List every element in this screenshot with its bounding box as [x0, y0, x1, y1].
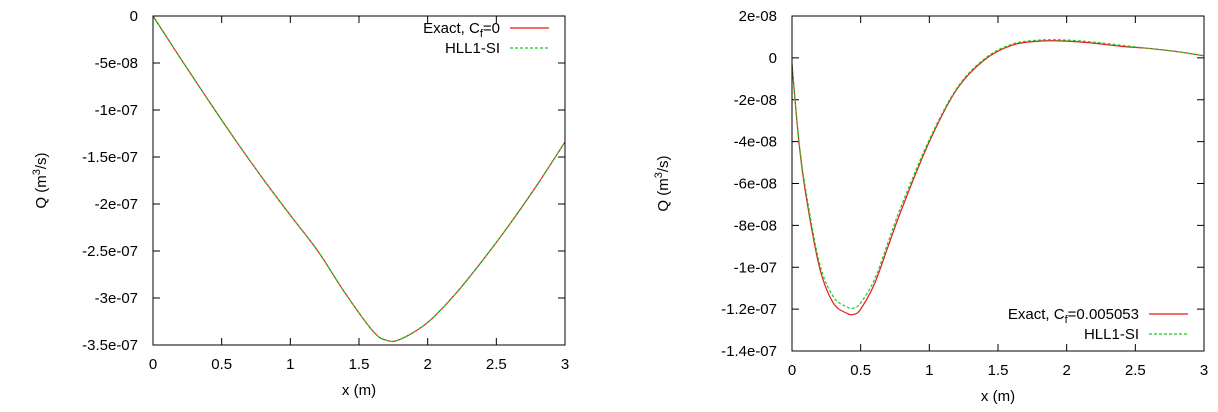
y-tick-label: -3.5e-07 [82, 337, 138, 354]
y-tick-label: -4e-08 [734, 134, 777, 151]
x-tick-label: 2 [1062, 362, 1070, 379]
x-tick-label: 2.5 [1125, 362, 1146, 379]
y-tick-label: -2e-07 [95, 196, 138, 213]
y-tick-label: -1.5e-07 [82, 149, 138, 166]
y-tick-label: -1e-07 [95, 102, 138, 119]
chart-left: 0 -5e-08 -1e-07 -1.5e-07 -2e-07 -2.5e-07 -3e-0… [31, 8, 569, 399]
x-tick-label: 0 [149, 356, 157, 373]
y-tick-label: 0 [769, 50, 777, 67]
y-tick-label: -5e-08 [95, 55, 138, 72]
y-tick-label: -1.4e-07 [721, 343, 777, 360]
x-tick-label: 0.5 [211, 356, 232, 373]
x-tick-label: 3 [561, 356, 569, 373]
x-tick-label: 2 [423, 356, 431, 373]
series-line-exact [791, 40, 1205, 316]
x-tick-label: 3 [1200, 362, 1208, 379]
series-line-exact [152, 15, 566, 343]
legend-label: HLL1-SI [445, 40, 500, 57]
legend-label: Exact, Cf=0 [423, 20, 500, 40]
x-tick-label: 1 [925, 362, 933, 379]
y-tick-label: -6e-08 [734, 176, 777, 193]
x-tick-label: 1.5 [988, 362, 1009, 379]
x-axis-label: x (m) [981, 388, 1015, 405]
x-axis-label: x (m) [342, 382, 376, 399]
chart-right: 2e-08 0 -2e-08 -4e-08 -6e-08 -8e-08 -1e-07 -1.2… [653, 8, 1208, 405]
y-tick-label: -8e-08 [734, 217, 777, 234]
x-tick-label: 0 [788, 362, 796, 379]
x-tick-label: 1 [286, 356, 294, 373]
legend-label: HLL1-SI [1084, 326, 1139, 343]
y-tick-label: -2.5e-07 [82, 243, 138, 260]
y-tick-label: 0 [130, 8, 138, 25]
plot-frame [152, 15, 566, 346]
y-tick-label: -2e-08 [734, 92, 777, 109]
series-line-hll1-si [791, 39, 1205, 310]
y-tick-label: 2e-08 [739, 8, 777, 25]
x-tick-label: 2.5 [486, 356, 507, 373]
legend-label: Exact, Cf=0.005053 [1008, 306, 1139, 326]
y-tick-label: -1e-07 [734, 259, 777, 276]
y-tick-label: -1.2e-07 [721, 301, 777, 318]
y-tick-label: -3e-07 [95, 290, 138, 307]
plot-frame [791, 15, 1205, 352]
x-tick-label: 0.5 [850, 362, 871, 379]
y-axis-label: Q (m3/s) [31, 152, 50, 208]
x-tick-label: 1.5 [349, 356, 370, 373]
y-axis-label: Q (m3/s) [653, 155, 672, 211]
series-line-hll1-si [152, 15, 566, 343]
